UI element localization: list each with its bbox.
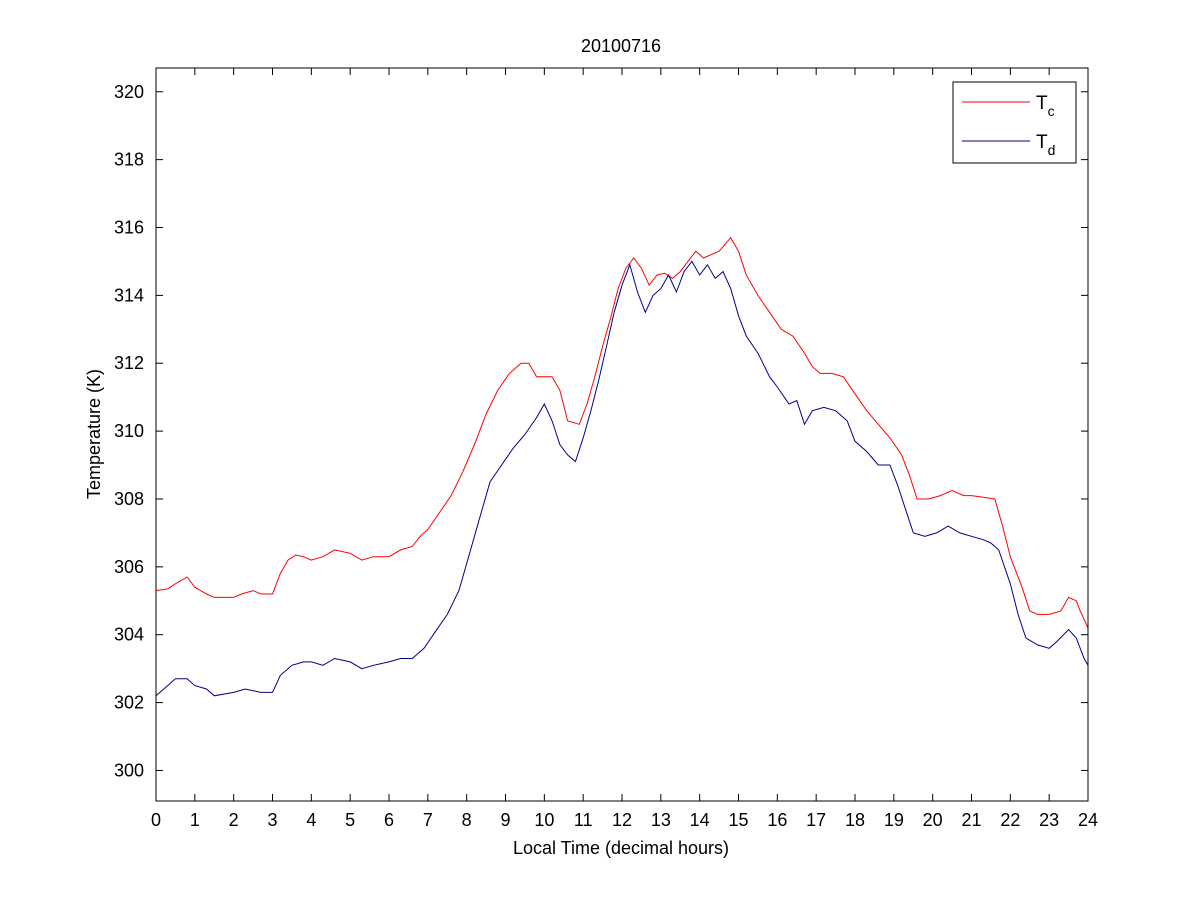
x-tick-label: 22 — [1000, 810, 1020, 830]
y-tick-label: 310 — [114, 421, 144, 441]
legend-label-tc: Tc — [1036, 93, 1055, 119]
y-tick-label: 306 — [114, 557, 144, 577]
y-tick-label: 304 — [114, 625, 144, 645]
x-tick-label: 4 — [306, 810, 316, 830]
x-tick-label: 13 — [651, 810, 671, 830]
legend: Tc Td — [952, 81, 1077, 164]
x-tick-label: 6 — [384, 810, 394, 830]
x-tick-label: 9 — [500, 810, 510, 830]
x-tick-label: 5 — [345, 810, 355, 830]
x-tick-label: 21 — [961, 810, 981, 830]
x-tick-label: 11 — [574, 810, 593, 830]
ticks-layer: 0 1 2 3 4 5 6 7 8 9 10 11 12 13 14 15 16 17 18 19 20 21 22 23 24… — [114, 68, 1098, 830]
x-tick-label: 10 — [534, 810, 554, 830]
x-tick-label: 19 — [884, 810, 904, 830]
x-tick-label: 20 — [923, 810, 943, 830]
x-tick-label: 15 — [728, 810, 748, 830]
x-tick-label: 17 — [806, 810, 826, 830]
series-layer — [155, 236, 1089, 697]
x-tick-label: 0 — [151, 810, 161, 830]
x-tick-label: 3 — [267, 810, 277, 830]
x-tick-label: 2 — [229, 810, 239, 830]
x-tick-label: 23 — [1039, 810, 1059, 830]
x-tick-label: 7 — [423, 810, 433, 830]
series-line-tc — [155, 236, 1089, 629]
x-tick-label: 8 — [462, 810, 472, 830]
y-tick-label: 320 — [114, 82, 144, 102]
y-tick-label: 314 — [114, 285, 144, 305]
y-axis-label: Temperature (K) — [84, 369, 104, 499]
x-tick-label: 12 — [612, 810, 632, 830]
y-tick-label: 300 — [114, 760, 144, 780]
y-tick-label: 308 — [114, 489, 144, 509]
x-tick-label: 1 — [190, 810, 200, 830]
chart-title: 20100716 — [581, 36, 661, 56]
y-tick-label: 316 — [114, 217, 144, 237]
x-tick-label: 16 — [767, 810, 787, 830]
y-tick-label: 312 — [114, 353, 144, 373]
legend-box — [952, 81, 1077, 164]
series-line-td — [155, 260, 1089, 697]
x-tick-label: 14 — [690, 810, 710, 830]
x-tick-label: 18 — [845, 810, 865, 830]
y-tick-label: 302 — [114, 693, 144, 713]
y-tick-label: 318 — [114, 150, 144, 170]
x-tick-label: 24 — [1078, 810, 1098, 830]
legend-label-td: Td — [1036, 132, 1055, 158]
x-axis-label: Local Time (decimal hours) — [513, 838, 729, 858]
